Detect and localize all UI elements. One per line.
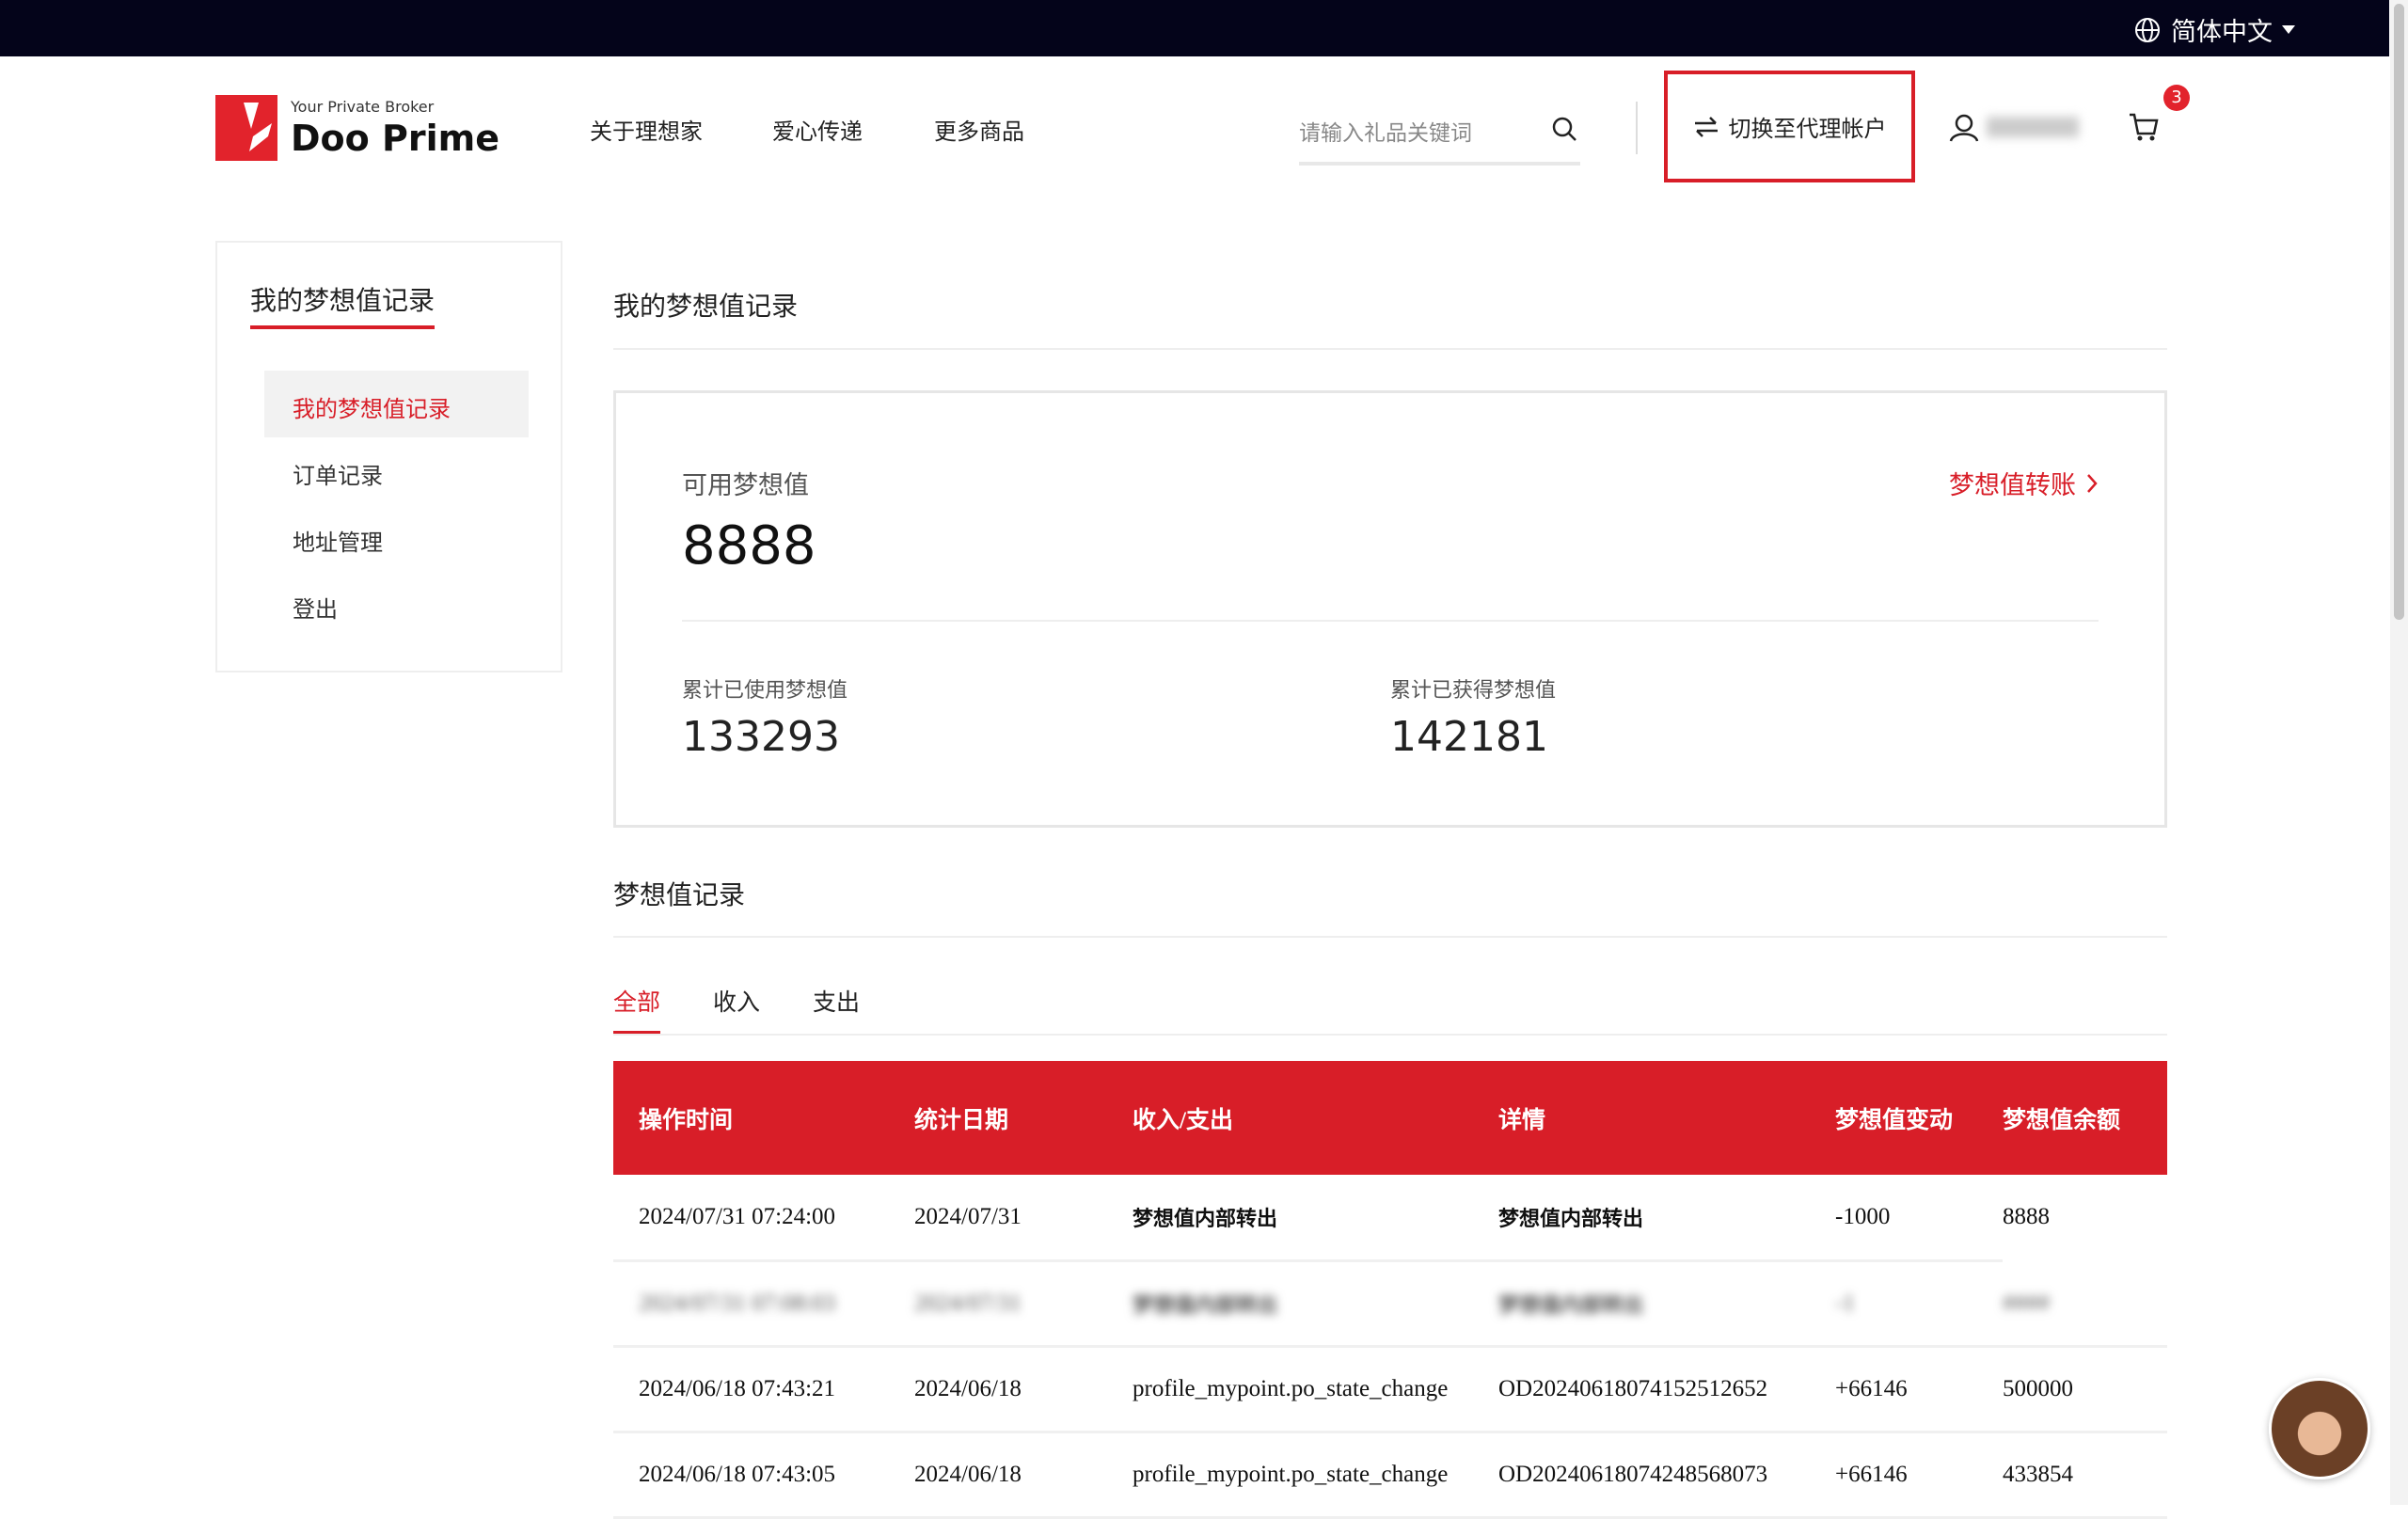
table-row: 2024/06/18 07:43:21 2024/06/18 profile_m… <box>613 1346 2167 1433</box>
sidebar-item-points[interactable]: 我的梦想值记录 <box>293 396 451 422</box>
switch-agent-account-button[interactable]: 切换至代理帐户 <box>1664 71 1915 182</box>
earned-value: 142181 <box>1390 713 1548 761</box>
cell-balance: 8888 <box>2003 1175 2167 1262</box>
column-header: 详情 <box>1498 1107 1546 1133</box>
table-header: 操作时间 统计日期 收入/支出 详情 梦想值变动 梦想值余额 <box>613 1061 2167 1175</box>
sidebar-item-logout[interactable]: 登出 <box>293 596 338 623</box>
cell-balance: 500000 <box>2003 1346 2167 1433</box>
column-header: 统计日期 <box>914 1107 1009 1133</box>
user-icon[interactable] <box>1949 113 1979 143</box>
used-label: 累计已使用梦想值 <box>682 679 848 703</box>
transfer-link[interactable]: 梦想值转账 <box>1949 465 2099 501</box>
cell-type: profile_mypoint.po_state_change <box>1133 1346 1498 1433</box>
sidebar-item-address[interactable]: 地址管理 <box>293 530 383 556</box>
cart-badge: 3 <box>2163 85 2190 111</box>
divider <box>682 620 2099 622</box>
cell-time: 2024/06/18 07:43:21 <box>613 1346 914 1433</box>
tab-all[interactable]: 全部 <box>613 984 661 1035</box>
cell-change: +66146 <box>1835 1432 2003 1519</box>
records-table: 操作时间 统计日期 收入/支出 详情 梦想值变动 梦想值余额 2024/07/3… <box>613 1061 2167 1519</box>
column-header: 梦想值余额 <box>2003 1107 2121 1133</box>
cell-detail: OD20240618074152512652 <box>1498 1346 1835 1433</box>
table-row: 2024/06/18 07:43:05 2024/06/18 profile_m… <box>613 1432 2167 1519</box>
column-header: 收入/支出 <box>1133 1107 1233 1133</box>
divider <box>1636 102 1638 154</box>
search-input[interactable]: 请输入礼品关键词 <box>1299 111 1580 166</box>
cell-type: 梦想值内部转出 <box>1133 1175 1498 1262</box>
cart-icon[interactable] <box>2128 111 2160 143</box>
search-icon[interactable] <box>1550 115 1578 143</box>
table-row: 2024/07/31 07:24:00 2024/07/31 梦想值内部转出 梦… <box>613 1175 2167 1262</box>
sidebar-active-bg <box>264 371 529 437</box>
nav-about[interactable]: 关于理想家 <box>590 119 703 145</box>
cell-change: +66146 <box>1835 1346 2003 1433</box>
top-bar: 简体中文 <box>0 0 2389 56</box>
divider <box>613 936 2167 938</box>
scrollbar-thumb[interactable] <box>2394 4 2404 620</box>
swap-icon <box>1694 116 1718 137</box>
divider <box>613 348 2167 350</box>
chevron-right-icon <box>2087 473 2098 493</box>
username[interactable] <box>1987 117 2079 137</box>
cell-date: 2024/07/31 <box>914 1175 1133 1262</box>
cell-type: profile_mypoint.po_state_change <box>1133 1432 1498 1519</box>
tab-income[interactable]: 收入 <box>713 989 761 1016</box>
cell-detail: 梦想值内部转出 <box>1498 1175 1835 1262</box>
scrollbar[interactable] <box>2390 0 2408 1505</box>
cell-detail: 梦想值内部转出 <box>1498 1260 1835 1348</box>
cell-detail: OD20240618074248568073 <box>1498 1432 1835 1519</box>
cell-time: 2024/07/31 07:08:03 <box>613 1260 914 1348</box>
available-label: 可用梦想值 <box>682 471 809 500</box>
nav-charity[interactable]: 爱心传递 <box>772 119 863 145</box>
logo[interactable]: Your Private Broker Doo Prime <box>215 95 499 161</box>
column-header: 操作时间 <box>639 1107 734 1133</box>
cell-type: 梦想值内部转出 <box>1133 1260 1498 1348</box>
page-title: 我的梦想值记录 <box>613 291 799 322</box>
points-card: 可用梦想值 8888 梦想值转账 累计已使用梦想值 133293 累计已获得梦想… <box>613 390 2167 828</box>
available-value: 8888 <box>682 515 816 577</box>
nav-more-products[interactable]: 更多商品 <box>934 119 1024 145</box>
sidebar: 我的梦想值记录 我的梦想值记录 订单记录 地址管理 登出 <box>215 241 562 672</box>
cell-balance: 433854 <box>2003 1432 2167 1519</box>
cell-date: 2024/06/18 <box>914 1346 1133 1433</box>
cell-change: -1 <box>1835 1260 2003 1348</box>
support-chat-avatar[interactable] <box>2269 1378 2370 1479</box>
earned-label: 累计已获得梦想值 <box>1390 679 1557 703</box>
divider <box>613 1034 2167 1036</box>
column-header: 梦想值变动 <box>1835 1107 1954 1133</box>
records-title: 梦想值记录 <box>613 879 746 910</box>
sidebar-title: 我的梦想值记录 <box>250 280 436 329</box>
language-selector[interactable]: 简体中文 <box>2133 11 2295 48</box>
cell-time: 2024/07/31 07:24:00 <box>613 1175 914 1262</box>
caret-down-icon <box>2282 24 2295 34</box>
table-row: 2024/07/31 07:08:03 2024/07/31 梦想值内部转出 梦… <box>613 1260 2167 1348</box>
globe-icon <box>2135 17 2160 42</box>
cell-date: 2024/07/31 <box>914 1260 1133 1348</box>
tab-expense[interactable]: 支出 <box>813 989 861 1016</box>
sidebar-item-orders[interactable]: 订单记录 <box>293 463 383 489</box>
doo-prime-logo-icon <box>215 95 277 161</box>
cell-balance: #### <box>2003 1260 2167 1348</box>
cell-change: -1000 <box>1835 1175 2003 1262</box>
cell-date: 2024/06/18 <box>914 1432 1133 1519</box>
cell-time: 2024/06/18 07:43:05 <box>613 1432 914 1519</box>
used-value: 133293 <box>682 713 840 761</box>
